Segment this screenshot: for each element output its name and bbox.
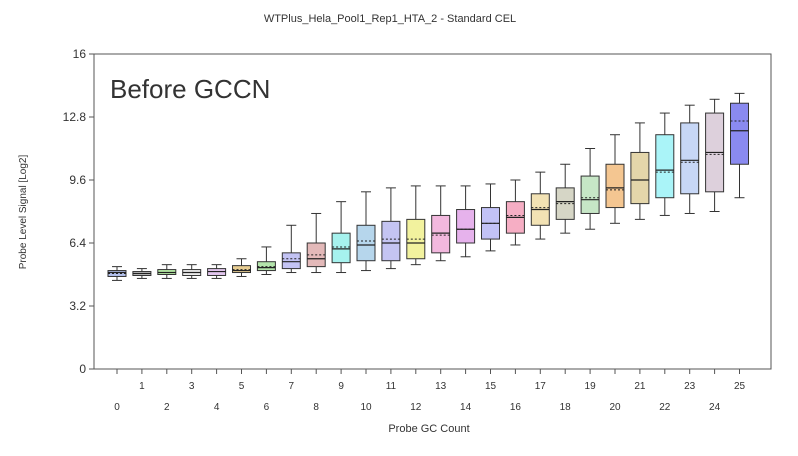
x-tick-label: 2 [164, 402, 170, 413]
chart-annotation: Before GCCN [110, 74, 270, 104]
iqr-box [381, 220, 401, 262]
box-10 [356, 191, 376, 272]
x-tick-label: 14 [460, 402, 472, 413]
x-tick-label: 25 [734, 381, 746, 392]
box-13 [431, 185, 451, 262]
box-8 [306, 212, 326, 274]
box-20 [605, 134, 625, 224]
box-series [107, 92, 749, 281]
x-tick-label: 8 [313, 402, 319, 413]
box-12 [406, 185, 426, 266]
x-tick-label: 6 [264, 402, 270, 413]
y-tick-label: 0 [79, 362, 86, 376]
iqr-box [331, 232, 351, 264]
x-tick-label: 7 [289, 381, 295, 392]
x-tick-label: 16 [510, 402, 522, 413]
x-tick-label: 11 [386, 381, 397, 392]
iqr-box [431, 214, 451, 254]
x-tick-label: 21 [634, 381, 646, 392]
chart-title: WTPlus_Hela_Pool1_Rep1_HTA_2 - Standard … [264, 13, 516, 25]
box-15 [481, 183, 500, 252]
box-25 [730, 92, 749, 199]
iqr-box [580, 175, 600, 214]
box-24 [705, 98, 725, 212]
iqr-box [356, 224, 376, 262]
box-2 [157, 264, 177, 279]
x-tick-label: 9 [338, 381, 344, 392]
box-6 [256, 246, 276, 275]
box-7 [281, 224, 301, 274]
box-1 [132, 268, 152, 279]
box-17 [530, 171, 550, 240]
y-tick-label: 9.6 [69, 173, 86, 187]
plot-frame [93, 53, 772, 370]
iqr-box [655, 134, 675, 199]
box-23 [680, 104, 700, 214]
box-4 [207, 264, 227, 279]
y-tick-label: 3.2 [69, 299, 86, 313]
x-tick-label: 23 [684, 381, 696, 392]
box-11 [381, 187, 401, 270]
x-axis: 0123456789101112131415161718192021222324… [114, 369, 745, 413]
box-18 [555, 163, 575, 234]
x-tick-label: 19 [585, 381, 597, 392]
iqr-box [680, 122, 700, 195]
x-tick-label: 22 [659, 402, 671, 413]
iqr-box [630, 151, 650, 205]
y-axis: 0 3.2 6.4 9.6 12.8 16 [63, 47, 94, 376]
box-3 [182, 264, 202, 279]
box-19 [580, 148, 600, 230]
x-tick-label: 24 [709, 402, 721, 413]
y-tick-label: 12.8 [63, 110, 87, 124]
iqr-box [456, 209, 476, 244]
x-tick-label: 12 [410, 402, 422, 413]
x-tick-label: 5 [239, 381, 245, 392]
iqr-box [281, 252, 301, 270]
box-21 [630, 122, 650, 220]
iqr-box [730, 102, 749, 165]
y-tick-label: 6.4 [69, 236, 86, 250]
x-tick-label: 13 [435, 381, 447, 392]
x-tick-label: 4 [214, 402, 220, 413]
x-tick-label: 3 [189, 381, 195, 392]
x-tick-label: 0 [114, 402, 120, 413]
box-16 [505, 179, 525, 246]
box-5 [232, 258, 251, 277]
y-tick-label: 16 [73, 47, 87, 61]
x-tick-label: 10 [360, 402, 372, 413]
box-22 [655, 112, 675, 216]
box-0 [107, 266, 127, 281]
iqr-box [605, 163, 625, 209]
x-tick-label: 1 [139, 381, 145, 392]
x-tick-label: 18 [560, 402, 572, 413]
x-axis-label: Probe GC Count [388, 423, 469, 435]
box-14 [456, 185, 476, 258]
y-axis-label: Probe Level Signal [Log2] [18, 155, 29, 270]
box-9 [331, 201, 351, 274]
x-tick-label: 15 [485, 381, 497, 392]
x-tick-label: 17 [535, 381, 547, 392]
x-tick-label: 20 [609, 402, 621, 413]
